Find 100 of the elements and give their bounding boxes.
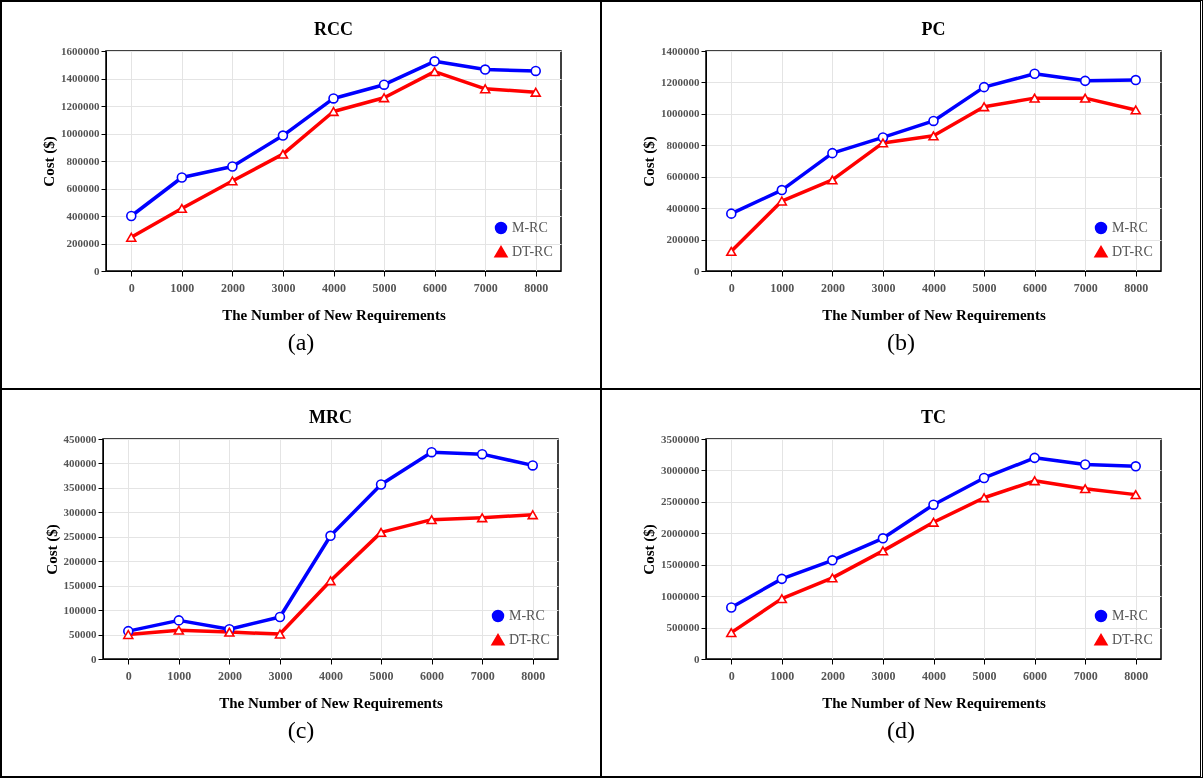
y-tick-label: 200000 — [66, 237, 100, 249]
point — [173, 615, 185, 626]
legend-label: DT-RC — [1112, 244, 1153, 259]
point — [479, 84, 491, 94]
y-tick-label: 200000 — [63, 554, 97, 567]
point — [173, 625, 185, 635]
point — [827, 175, 838, 185]
point — [426, 446, 437, 458]
point — [227, 176, 238, 186]
point — [978, 472, 990, 484]
y-tick-label: 2500000 — [661, 495, 700, 508]
point — [277, 130, 289, 141]
point — [1029, 476, 1040, 486]
point — [325, 530, 336, 542]
chart-title: PC — [921, 19, 946, 39]
x-tick-label: 8000 — [521, 668, 546, 683]
point — [877, 533, 889, 544]
point — [227, 161, 238, 172]
point — [928, 131, 939, 141]
y-tick-label: 3500000 — [661, 432, 700, 445]
x-tick-label: 7000 — [1073, 668, 1098, 683]
y-tick-label: 0 — [694, 652, 700, 665]
y-axis-title: Cost ($) — [641, 524, 658, 575]
y-tick-label: 0 — [94, 264, 100, 277]
point — [1029, 452, 1040, 464]
x-tick-label: 2000 — [217, 668, 242, 683]
point — [476, 513, 488, 523]
point — [1029, 68, 1040, 80]
point — [126, 210, 137, 222]
point — [776, 573, 788, 585]
point — [527, 510, 538, 520]
point — [527, 460, 538, 471]
point — [726, 246, 737, 257]
point — [176, 203, 188, 214]
y-tick-label: 1000000 — [661, 589, 700, 602]
point — [776, 593, 788, 604]
x-tick-label: 3000 — [871, 668, 896, 683]
y-tick-label: 600000 — [666, 170, 700, 183]
y-tick-label: 400000 — [63, 456, 97, 469]
point — [429, 56, 440, 67]
x-tick-label: 5000 — [372, 280, 397, 295]
x-tick-label: 5000 — [972, 668, 997, 683]
point — [476, 448, 488, 460]
point — [1130, 461, 1141, 472]
x-tick-label: 4000 — [319, 668, 343, 683]
y-tick-label: 100000 — [63, 603, 97, 616]
y-tick-label: 200000 — [666, 233, 700, 246]
text: (b) — [887, 329, 915, 356]
y-axis-title: Cost ($) — [43, 524, 61, 575]
x-tick-label: 6000 — [1023, 280, 1048, 295]
y-tick-label: 1400000 — [61, 72, 100, 84]
y-axis-title: Cost ($) — [641, 136, 658, 187]
y-tick-label: 400000 — [666, 201, 700, 214]
y-tick-label: 1000000 — [61, 127, 100, 139]
point — [375, 527, 387, 538]
x-tick-label: 6000 — [1023, 668, 1048, 683]
point — [978, 81, 990, 93]
y-tick-label: 800000 — [66, 154, 100, 167]
x-tick-label: 0 — [728, 280, 735, 295]
y-tick-label: 800000 — [666, 138, 700, 151]
legend-label: M-RC — [509, 608, 545, 623]
point — [726, 208, 737, 219]
y-tick-label: 1500000 — [661, 558, 700, 571]
point — [274, 629, 286, 639]
x-tick-label: 3000 — [268, 668, 293, 683]
point — [726, 602, 737, 613]
point — [378, 79, 390, 90]
x-tick-label: 1000 — [170, 280, 195, 295]
legend-label: M-RC — [512, 220, 548, 235]
chart-title: MRC — [309, 407, 352, 427]
point — [123, 629, 134, 640]
y-tick-label: 2000000 — [661, 526, 700, 539]
y-tick-label: 0 — [694, 264, 700, 277]
point — [325, 576, 336, 586]
legend-label: M-RC — [1112, 220, 1148, 235]
x-tick-label: 3000 — [271, 280, 296, 295]
x-axis-title: The Number of New Requirements — [822, 306, 1046, 323]
point — [1130, 105, 1141, 115]
y-tick-label: 1400000 — [661, 44, 700, 57]
y-tick-label: 150000 — [63, 579, 97, 592]
point — [328, 93, 339, 104]
point — [978, 102, 990, 112]
point — [1079, 459, 1091, 470]
text: (a) — [287, 329, 315, 356]
point — [126, 232, 137, 242]
x-tick-label: 1000 — [770, 280, 795, 295]
y-tick-label: 400000 — [66, 209, 100, 222]
point — [1079, 75, 1091, 87]
point — [530, 87, 541, 97]
chart-title: TC — [920, 407, 947, 427]
y-tick-label: 1000000 — [661, 107, 700, 120]
point — [429, 66, 440, 77]
point — [877, 546, 889, 556]
x-tick-label: 2000 — [820, 668, 845, 683]
x-tick-label: 4000 — [922, 668, 946, 683]
x-tick-label: 0 — [128, 280, 135, 295]
x-tick-label: 4000 — [922, 280, 946, 295]
point — [776, 196, 788, 206]
point — [928, 517, 939, 527]
x-tick-label: 7000 — [470, 668, 495, 683]
